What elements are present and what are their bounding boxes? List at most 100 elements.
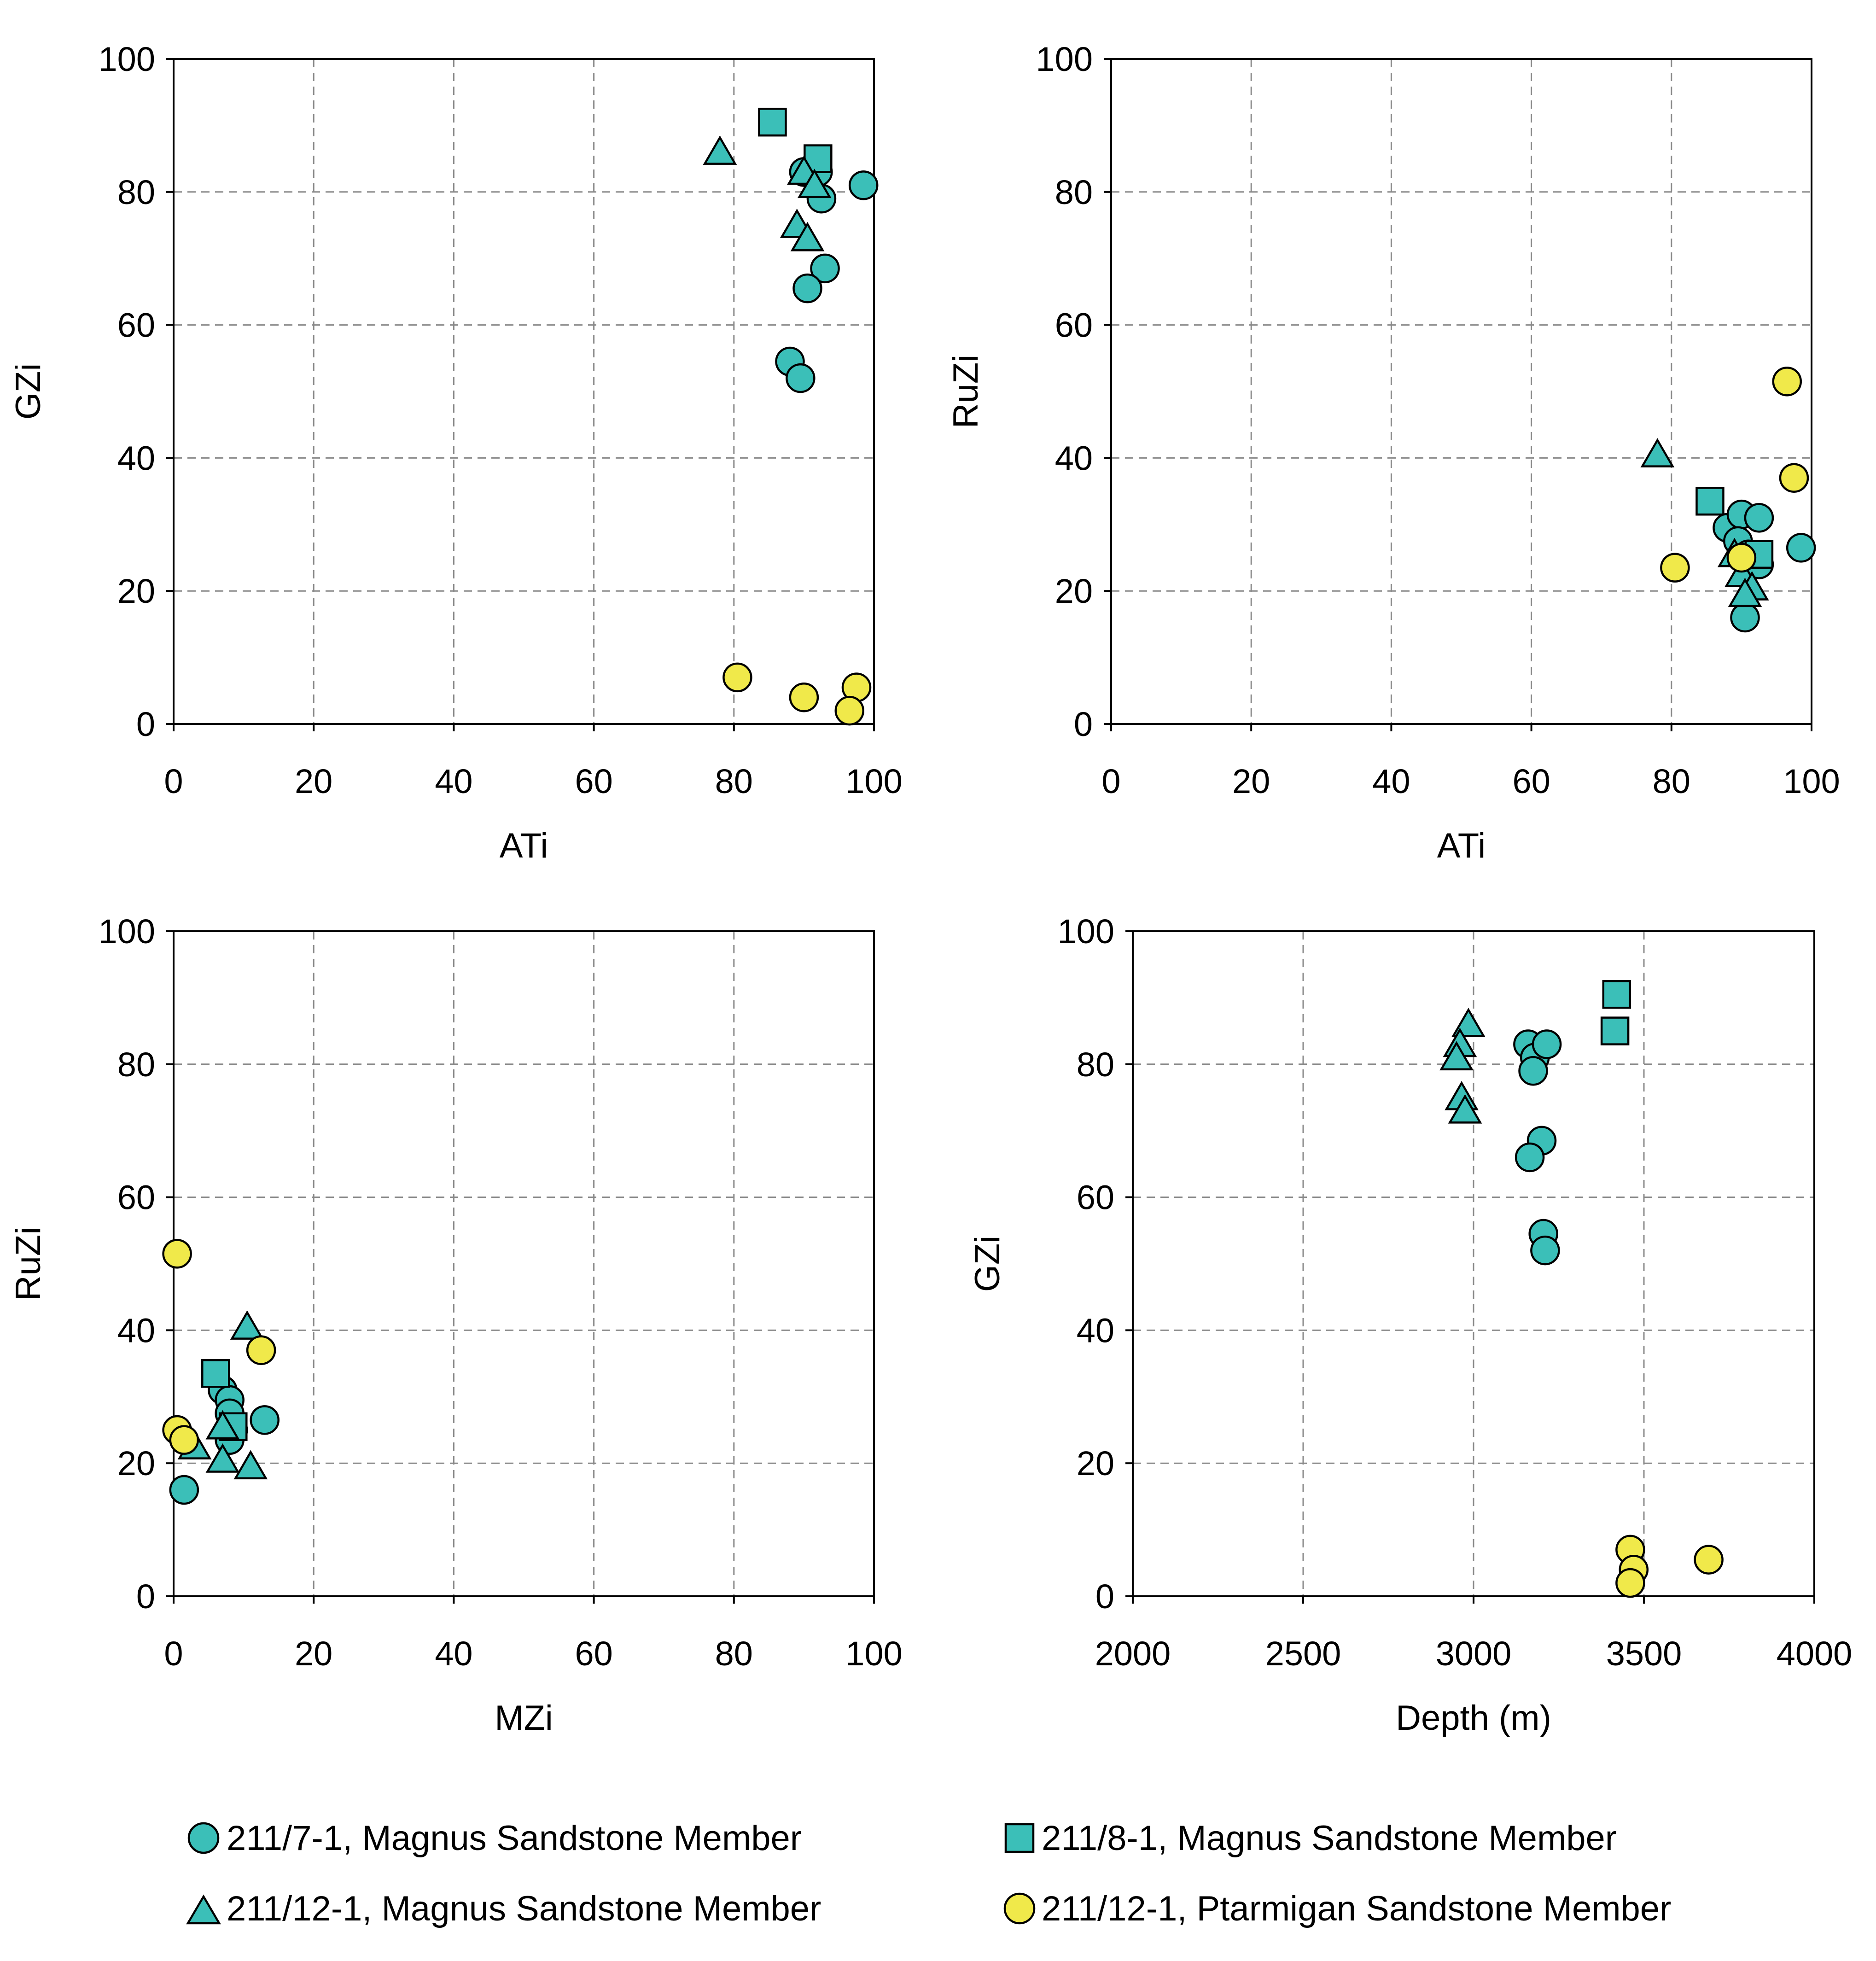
data-point-circle xyxy=(786,363,816,393)
data-point-circle xyxy=(834,695,865,726)
x-axis-label: Depth (m) xyxy=(1396,1698,1551,1738)
x-tick-label: 20 xyxy=(295,1634,332,1673)
y-axis-label: GZi xyxy=(968,1236,1007,1292)
series-s12p xyxy=(162,1239,276,1455)
panel-ati-gzi: 0 20 40 60 80 100 0 20 40 60 80 100 ATi GZi xyxy=(9,40,903,865)
x-tick-label: 60 xyxy=(1512,762,1550,800)
data-point-triangle xyxy=(230,1310,264,1340)
data-point-circle xyxy=(1532,1029,1562,1059)
x-tick-label: 100 xyxy=(845,762,902,800)
legend-item-211-7-1-magnus: 211/7-1, Magnus Sandstone Member xyxy=(187,1819,802,1858)
y-axis-label: RuZi xyxy=(946,355,985,428)
data-point-circle xyxy=(1772,367,1802,397)
data-point-circle xyxy=(722,662,752,693)
y-axis-label: GZi xyxy=(9,363,48,420)
data-point-triangle xyxy=(205,1410,240,1440)
legend-marker-triangle-teal xyxy=(186,1894,221,1925)
data-point-triangle xyxy=(1640,438,1675,467)
y-axis-label: RuZi xyxy=(9,1227,48,1301)
data-point-triangle xyxy=(233,1450,268,1480)
legend-item-211-12-1-magnus: 211/12-1, Magnus Sandstone Member xyxy=(186,1889,821,1928)
plot-frame xyxy=(173,58,875,725)
x-tick-label: 4000 xyxy=(1777,1634,1853,1673)
panel-mzi-ruzi: 0 20 40 60 80 100 0 20 40 60 80 100 MZi RuZi xyxy=(9,912,903,1738)
y-tick-label: 80 xyxy=(1055,173,1093,211)
data-point-circle xyxy=(1660,553,1690,583)
legend-label: 211/7-1, Magnus Sandstone Member xyxy=(227,1819,802,1858)
y-tick-label: 20 xyxy=(117,1444,155,1482)
x-tick-label: 3500 xyxy=(1606,1634,1682,1673)
panel-depth-gzi: 2000 2500 3000 3500 4000 0 20 40 60 80 100 Depth (m… xyxy=(968,912,1852,1738)
legend-item-211-8-1-magnus: 211/8-1, Magnus Sandstone Member xyxy=(1004,1819,1617,1858)
data-point-circle xyxy=(810,253,840,284)
x-tick-label: 80 xyxy=(715,1634,753,1673)
legend-marker-circle-yellow xyxy=(1003,1892,1036,1925)
series-s7 xyxy=(1513,1029,1562,1266)
data-point-circle xyxy=(1744,503,1774,533)
y-tick-label: 0 xyxy=(136,1577,155,1616)
data-point-triangle xyxy=(790,222,825,251)
data-point-square xyxy=(1600,1016,1630,1045)
data-point-square xyxy=(201,1359,230,1388)
data-point-triangle xyxy=(1439,1041,1474,1071)
series-s12p xyxy=(1660,367,1809,583)
y-tick-label: 100 xyxy=(1058,912,1114,951)
legend-label: 211/12-1, Ptarmigan Sandstone Member xyxy=(1042,1889,1671,1928)
data-point-circle xyxy=(1786,533,1816,563)
x-tick-label: 20 xyxy=(1232,762,1270,800)
x-tick-label: 3000 xyxy=(1436,1634,1512,1673)
y-tick-label: 20 xyxy=(117,572,155,610)
y-tick-label: 80 xyxy=(117,173,155,211)
x-tick-label: 0 xyxy=(1101,762,1120,800)
plot-frame xyxy=(1110,58,1812,725)
y-tick-label: 100 xyxy=(99,40,155,78)
data-point-circle xyxy=(848,170,879,200)
data-point-triangle xyxy=(703,135,737,165)
data-point-circle xyxy=(169,1475,199,1505)
legend-label: 211/8-1, Magnus Sandstone Member xyxy=(1042,1819,1617,1858)
x-tick-label: 60 xyxy=(575,762,612,800)
x-tick-label: 2500 xyxy=(1265,1634,1341,1673)
x-tick-label: 100 xyxy=(1783,762,1840,800)
x-tick-label: 80 xyxy=(715,762,753,800)
data-point-square xyxy=(758,107,787,137)
series-s12p xyxy=(1615,1535,1724,1598)
data-point-circle xyxy=(1515,1142,1545,1173)
y-tick-label: 20 xyxy=(1055,572,1093,610)
data-point-circle xyxy=(1726,543,1757,573)
series-s8 xyxy=(758,107,833,173)
data-point-triangle xyxy=(1728,578,1762,607)
legend-marker-square-teal xyxy=(1004,1823,1035,1853)
y-tick-label: 40 xyxy=(1077,1311,1114,1349)
data-point-square xyxy=(1695,487,1725,516)
data-point-circle xyxy=(1694,1545,1724,1575)
y-tick-label: 20 xyxy=(1077,1444,1114,1482)
x-tick-label: 40 xyxy=(1372,762,1410,800)
data-point-circle xyxy=(162,1239,192,1269)
data-point-circle xyxy=(1779,463,1809,493)
y-tick-label: 60 xyxy=(117,1179,155,1217)
y-tick-label: 60 xyxy=(117,306,155,344)
x-tick-label: 40 xyxy=(435,762,472,800)
x-axis-label: ATi xyxy=(500,826,548,865)
data-point-square xyxy=(1602,980,1631,1009)
x-tick-label: 2000 xyxy=(1095,1634,1171,1673)
series-s12p xyxy=(722,662,872,726)
y-tick-label: 40 xyxy=(1055,439,1093,477)
y-tick-label: 80 xyxy=(117,1045,155,1084)
data-point-triangle xyxy=(1448,1094,1482,1124)
x-tick-label: 40 xyxy=(435,1634,472,1673)
data-point-circle xyxy=(789,682,819,712)
y-tick-label: 0 xyxy=(1074,705,1093,743)
x-tick-label: 20 xyxy=(295,762,332,800)
legend-marker-circle-teal xyxy=(187,1822,220,1854)
y-tick-label: 40 xyxy=(117,439,155,477)
data-point-triangle xyxy=(797,169,832,198)
legend: 211/7-1, Magnus Sandstone Member 211/8-1… xyxy=(186,1819,1671,1928)
legend-label: 211/12-1, Magnus Sandstone Member xyxy=(227,1889,821,1928)
x-tick-label: 100 xyxy=(845,1634,902,1673)
panel-ati-ruzi: 0 20 40 60 80 100 0 20 40 60 80 100 ATi RuZi xyxy=(946,40,1840,865)
x-axis-label: ATi xyxy=(1437,826,1486,865)
plot-area xyxy=(1111,59,1812,724)
